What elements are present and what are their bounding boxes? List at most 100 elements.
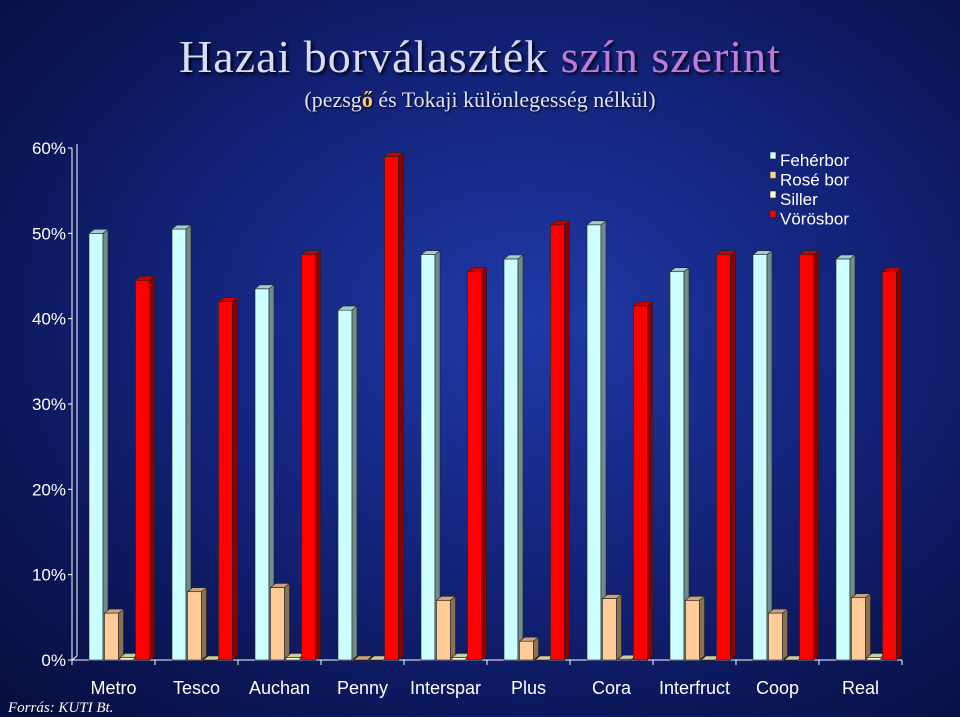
bar xyxy=(337,305,358,661)
bar xyxy=(534,655,555,661)
bar-front xyxy=(135,279,150,661)
bar-side xyxy=(647,301,653,661)
y-tick-label: 20% xyxy=(32,480,66,499)
bar-front xyxy=(866,657,882,661)
bar xyxy=(269,582,291,661)
legend-swatch xyxy=(769,190,777,199)
bar xyxy=(601,593,623,661)
bar-front xyxy=(851,597,866,661)
bar-front xyxy=(602,598,617,661)
legend-swatch xyxy=(769,151,777,160)
y-tick-label: 10% xyxy=(32,566,66,585)
x-tick-label: Plus xyxy=(511,678,546,698)
bar xyxy=(88,228,109,661)
bar-side xyxy=(232,296,238,661)
legend-label: Vörösbor xyxy=(780,210,849,229)
bar-front xyxy=(337,309,353,661)
bar xyxy=(171,224,192,661)
bar-side xyxy=(284,582,290,661)
legend-label: Siller xyxy=(780,190,818,209)
bar-side xyxy=(813,250,819,661)
bar-side xyxy=(517,254,524,661)
bar-side xyxy=(351,305,358,661)
bar-front xyxy=(503,258,519,661)
bar xyxy=(103,608,125,661)
subtitle-before: (pezsg xyxy=(304,87,362,112)
legend-swatch xyxy=(769,210,777,218)
bar-front xyxy=(301,254,316,661)
subtitle-highlight: ő xyxy=(361,87,373,112)
bar-front xyxy=(104,612,119,661)
bar-side xyxy=(450,595,456,661)
x-tick-label: Tesco xyxy=(173,678,220,698)
floor-edge xyxy=(71,655,78,661)
bar-front xyxy=(882,271,897,661)
bar xyxy=(549,220,571,661)
x-tick-label: Coop xyxy=(756,678,799,698)
bar-front xyxy=(835,258,851,661)
bar-front xyxy=(270,587,285,661)
bar-front xyxy=(586,224,602,661)
bar-side xyxy=(367,655,373,661)
x-tick-label: Real xyxy=(842,678,879,698)
bar-front xyxy=(171,228,187,661)
bar-front xyxy=(285,657,301,661)
bar xyxy=(767,608,789,661)
bar-front xyxy=(669,271,685,661)
y-tick-label: 40% xyxy=(32,310,66,329)
bar xyxy=(669,267,690,661)
y-tick-label: 50% xyxy=(32,224,66,243)
bar-side xyxy=(896,267,902,661)
bar-side xyxy=(564,220,570,661)
bar-side xyxy=(699,595,705,661)
bar-front xyxy=(768,612,783,661)
title-highlight: szín szerint xyxy=(560,31,781,82)
bar-front xyxy=(716,254,731,661)
title-main: Hazai borválaszték xyxy=(179,31,549,82)
bar-side xyxy=(865,593,871,661)
bar-side xyxy=(533,636,539,661)
bar-side xyxy=(782,608,788,661)
bar-front xyxy=(119,657,135,661)
legend-label: Rosé bor xyxy=(780,171,849,190)
bar xyxy=(300,250,322,661)
bar-side xyxy=(398,151,404,661)
bar xyxy=(632,301,654,661)
subtitle-after: és Tokaji különlegesség nélkül) xyxy=(372,87,656,112)
bar xyxy=(715,250,737,661)
legend-label: Fehérbor xyxy=(780,151,849,170)
x-tick-label: Interfruct xyxy=(659,678,730,698)
bar-front xyxy=(384,156,399,661)
bar-front xyxy=(254,288,270,661)
bar-side xyxy=(118,608,124,661)
bar-front xyxy=(633,305,648,661)
bar xyxy=(684,595,706,661)
x-tick-label: Auchan xyxy=(249,678,310,698)
chart-subtitle: (pezsgő és Tokaji különlegesség nélkül) xyxy=(0,86,960,114)
bar xyxy=(217,296,239,661)
bar xyxy=(383,151,405,661)
y-tick-label: 30% xyxy=(32,395,66,414)
bar xyxy=(518,636,540,661)
bar xyxy=(254,284,275,661)
bar xyxy=(134,275,156,661)
bar xyxy=(586,220,607,661)
bar-front xyxy=(685,599,700,661)
bar-front xyxy=(420,254,436,661)
bar xyxy=(352,655,374,661)
bar xyxy=(186,587,208,661)
bar-side xyxy=(481,267,487,661)
bar xyxy=(420,250,441,661)
bar-front xyxy=(519,640,534,661)
bar-front xyxy=(752,254,768,661)
bar-side xyxy=(600,220,607,661)
bar-side xyxy=(201,587,207,661)
chart-title: Hazai borválaszték szín szerint xyxy=(0,30,960,84)
x-tick-label: Interspar xyxy=(410,678,481,698)
bar-side xyxy=(616,593,622,661)
bar-side xyxy=(102,228,109,661)
x-tick-label: Metro xyxy=(90,678,136,698)
bar-side xyxy=(315,250,321,661)
